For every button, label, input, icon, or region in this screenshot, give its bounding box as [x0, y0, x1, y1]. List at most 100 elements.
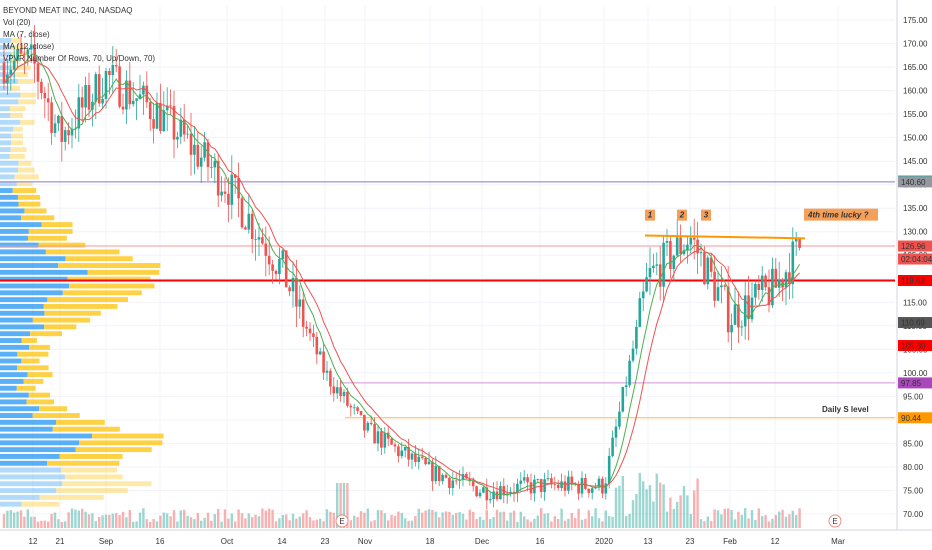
volume-profile-down — [56, 488, 128, 493]
volume-profile-up — [0, 167, 18, 173]
y-tick-label: 100.00 — [903, 369, 928, 378]
candle-body — [679, 237, 682, 255]
candle-body — [414, 453, 417, 463]
x-tick-label: 13 — [644, 537, 653, 546]
volume-profile-down — [10, 51, 28, 57]
volume-bar — [57, 519, 60, 528]
candle-body — [519, 480, 523, 484]
volume-bar — [431, 510, 434, 528]
price-label: 140.60 — [901, 178, 926, 187]
volume-bar — [601, 521, 604, 528]
volume-profile-down — [28, 235, 67, 241]
candle-body — [628, 360, 631, 386]
price-label: 97.85 — [901, 379, 922, 388]
volume-bar — [349, 520, 352, 528]
volume-bar — [424, 510, 427, 528]
volume-bar — [584, 518, 587, 528]
volume-profile-down — [21, 215, 55, 221]
candle-body — [142, 85, 145, 95]
x-tick-label: Nov — [358, 537, 372, 546]
volume-bar — [764, 515, 767, 528]
volume-bar — [220, 521, 223, 528]
candle-body — [380, 431, 383, 448]
y-tick-label: 160.00 — [903, 87, 928, 96]
volume-profile-down — [29, 344, 50, 350]
volume-profile-up — [0, 338, 22, 343]
volume-profile-up — [0, 297, 48, 303]
volume-profile-down — [75, 447, 152, 453]
volume-bar — [230, 513, 233, 528]
legend-ma-slow[interactable]: MA (12, close) — [3, 42, 55, 51]
volume-bar — [390, 514, 393, 528]
candle-body — [46, 98, 50, 103]
volume-bar — [193, 519, 196, 528]
candles — [2, 25, 801, 510]
volume-bar — [346, 483, 349, 528]
volume-bar — [98, 516, 101, 528]
candle-body — [233, 174, 237, 178]
candle-body — [645, 277, 648, 292]
candle-body — [652, 265, 655, 269]
volume-profile-down — [39, 406, 68, 412]
candle-body — [254, 238, 257, 240]
volume-profile-up — [0, 358, 22, 364]
candle-body — [492, 491, 495, 500]
volume-bar — [485, 510, 488, 528]
candle-body — [101, 98, 104, 104]
legend-vol[interactable]: Vol (20) — [3, 18, 31, 27]
volume-bar — [264, 510, 267, 528]
volume-bar — [356, 516, 359, 528]
candle-body — [227, 193, 230, 205]
annotation-box — [701, 209, 711, 221]
legend-symbol[interactable]: BEYOND MEAT INC, 240, NASDAQ — [3, 6, 133, 15]
candle-body — [577, 484, 580, 494]
volume-profile-up — [0, 263, 59, 268]
volume-bar — [64, 521, 67, 528]
candle-body — [488, 499, 492, 501]
candle-body — [349, 405, 353, 408]
volume-bar — [757, 508, 760, 528]
candle-body — [244, 227, 247, 230]
candle-body — [169, 105, 172, 107]
candle-body — [179, 119, 183, 137]
candle-body — [781, 279, 784, 288]
candle-body — [305, 326, 308, 329]
volume-bar — [60, 521, 63, 528]
volume-profile-up — [0, 324, 45, 330]
volume-bar — [353, 515, 356, 528]
volume-profile-up — [0, 126, 14, 132]
volume-bar — [614, 487, 618, 528]
volume-bar — [298, 516, 301, 528]
candle-body — [108, 70, 111, 75]
candle-body — [57, 115, 60, 124]
volume-bar — [682, 486, 686, 528]
x-tick-label: 21 — [56, 537, 65, 546]
legend-ma-fast[interactable]: MA (7, close) — [3, 30, 50, 39]
x-tick-label: Mar — [831, 537, 845, 546]
candle-body — [584, 477, 587, 489]
candle-body — [176, 136, 179, 140]
candle-body — [607, 455, 611, 484]
volume-bar — [689, 513, 692, 528]
candle-body — [199, 157, 203, 167]
volume-bar — [546, 513, 550, 528]
volume-profile-down — [39, 494, 104, 500]
volume-bar — [784, 516, 788, 528]
candle-body — [448, 477, 451, 489]
volume-profile-down — [17, 365, 49, 371]
candle-body — [424, 458, 427, 465]
x-tick-label: 12 — [29, 537, 38, 546]
volume-bar — [315, 519, 318, 528]
volume-profile-up — [0, 38, 12, 43]
candle-body — [720, 285, 723, 288]
volume-profile-up — [0, 303, 44, 309]
candle-body — [111, 65, 115, 75]
volume-bar — [594, 508, 597, 528]
volume-bar — [625, 515, 628, 528]
y-tick-label: 75.00 — [903, 486, 924, 495]
volume-bar — [169, 516, 172, 528]
time-axis[interactable]: 12 21 Sep 16 Oct 14 23 Nov 18 Dec 16 2020 13 23 Feb 12 M… — [29, 537, 846, 546]
volume-bar — [213, 514, 216, 528]
legend-vpvr[interactable]: VPVR Number Of Rows, 70, Up/Down, 70) — [3, 54, 156, 63]
